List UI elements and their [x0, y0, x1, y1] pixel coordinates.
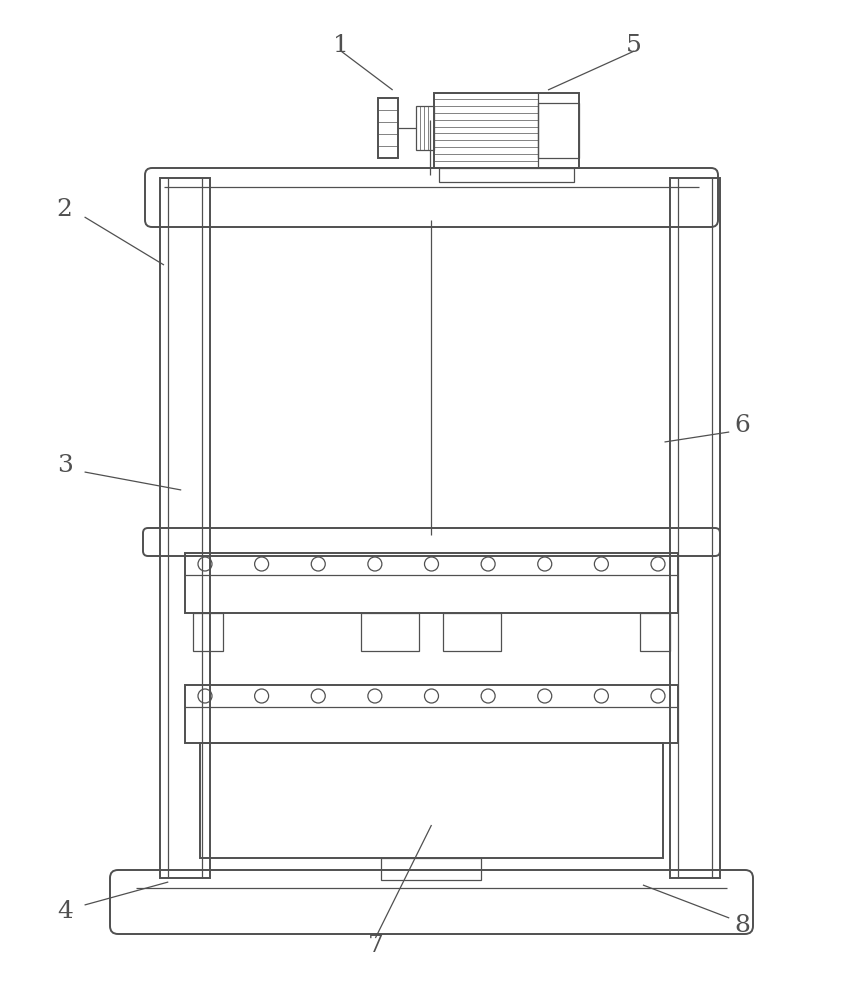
Text: 2: 2	[57, 198, 72, 222]
Bar	[378, 98, 398, 158]
Bar	[185, 685, 678, 743]
Bar	[416, 106, 434, 150]
Bar	[200, 743, 663, 858]
Text: 8: 8	[734, 914, 750, 936]
Bar	[443, 613, 501, 651]
Text: 6: 6	[734, 414, 750, 436]
Bar	[670, 178, 720, 878]
Text: 3: 3	[57, 454, 72, 477]
Bar	[439, 168, 574, 182]
Bar	[381, 858, 481, 880]
Bar	[185, 553, 678, 613]
Bar	[640, 613, 670, 651]
Bar	[193, 613, 223, 651]
Text: 4: 4	[57, 900, 72, 924]
Text: 1: 1	[333, 33, 349, 56]
Text: 7: 7	[368, 934, 383, 956]
Bar	[160, 178, 210, 878]
Bar	[434, 93, 579, 168]
Bar	[539, 103, 579, 158]
Text: 5: 5	[627, 33, 642, 56]
Bar	[361, 613, 419, 651]
